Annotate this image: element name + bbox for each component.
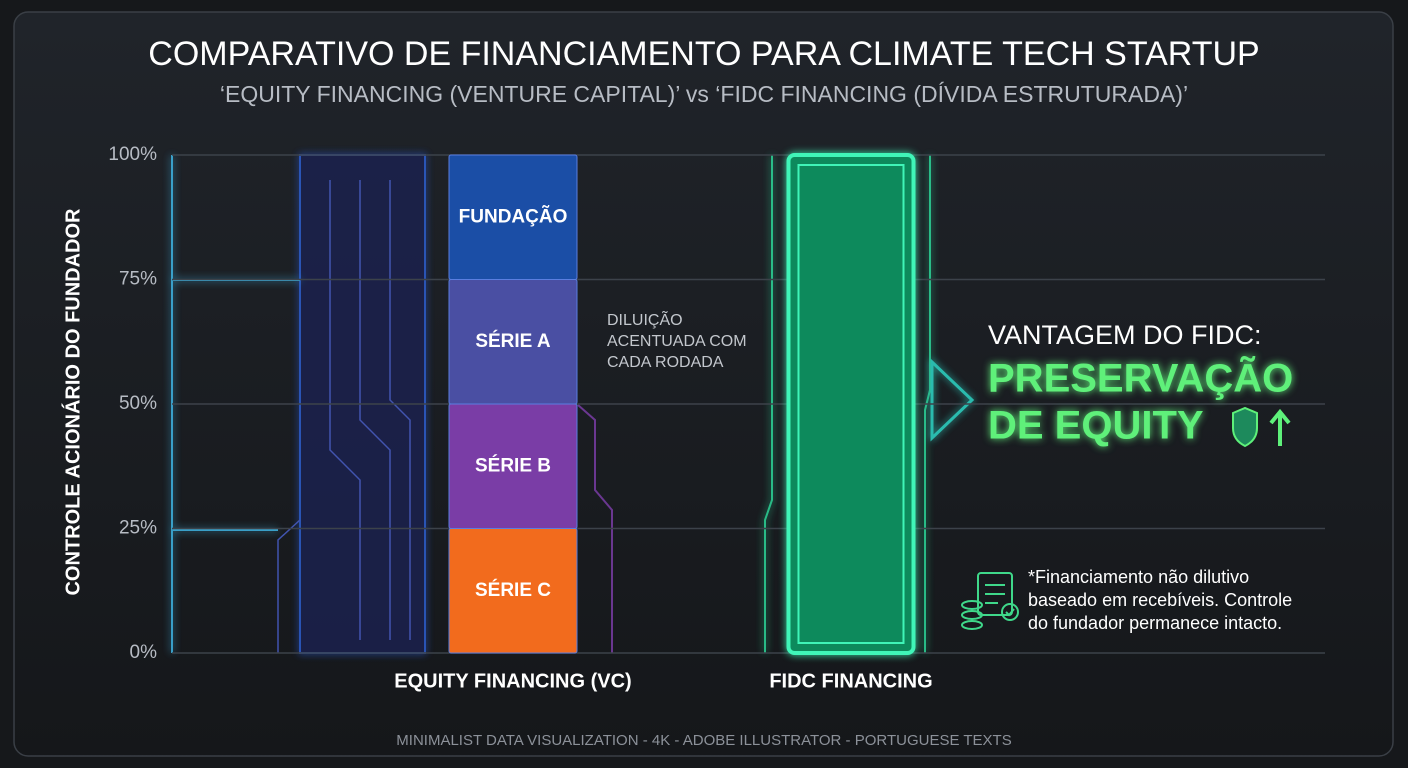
y-tick-label: 100% xyxy=(108,144,157,165)
segment-label: SÉRIE A xyxy=(475,330,551,352)
segment-label: SÉRIE C xyxy=(475,579,551,601)
y-tick-label: 50% xyxy=(119,393,157,414)
footnote: *Financiamento não dilutivo xyxy=(1028,567,1249,587)
plot: 0% 25% 50% 75% 100% EQUITY FINANCING (VC) FIDC… xyxy=(108,144,1325,692)
footnote: baseado em recebíveis. Controle xyxy=(1028,590,1292,610)
bar xyxy=(448,154,578,280)
annotation: PRESERVAÇÃO xyxy=(988,355,1293,401)
segment-label: SÉRIE B xyxy=(475,454,551,476)
bar xyxy=(786,153,916,655)
annotation: DILUIÇÃO xyxy=(607,309,683,329)
x-tick-label: FIDC FINANCING xyxy=(769,670,932,692)
annotation: CADA RODADA xyxy=(607,354,724,371)
y-axis-label: CONTROLE ACIONÁRIO DO FUNDADOR xyxy=(61,208,84,596)
annotation: DE EQUITY xyxy=(988,404,1204,448)
footnote: do fundador permanece intacto. xyxy=(1028,613,1282,633)
segment-label: FUNDAÇÃO xyxy=(459,205,568,227)
receivables-icon xyxy=(961,572,1019,630)
annotation: ACENTUADA COM xyxy=(607,333,747,350)
chart-subtitle: ‘EQUITY FINANCING (VENTURE CAPITAL)’ vs … xyxy=(220,81,1188,107)
bar-inner-border xyxy=(797,164,905,644)
footer: MINIMALIST DATA VISUALIZATION - 4K - ADO… xyxy=(396,732,1011,749)
y-tick-label: 0% xyxy=(130,642,158,663)
chart-title: COMPARATIVO DE FINANCIAMENTO PARA CLIMAT… xyxy=(148,35,1259,73)
y-tick-label: 25% xyxy=(119,518,157,539)
shield-icon xyxy=(1232,406,1291,448)
annotation: VANTAGEM DO FIDC: xyxy=(988,320,1262,350)
x-tick-label: EQUITY FINANCING (VC) xyxy=(394,670,631,692)
y-tick-label: 75% xyxy=(119,269,157,290)
